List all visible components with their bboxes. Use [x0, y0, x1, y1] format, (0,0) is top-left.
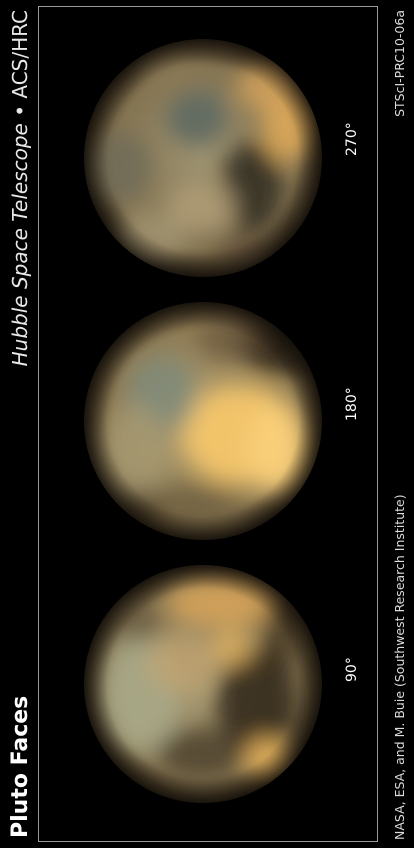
angle-label-180: 180°: [344, 387, 360, 421]
image-credit: NASA, ESA, and M. Buie (Southwest Resear…: [391, 494, 407, 840]
instrument-name: ACS/HRC: [8, 10, 32, 99]
pluto-face-270: [84, 39, 322, 277]
image-frame: [38, 6, 378, 842]
subtitle-separator: •: [8, 105, 32, 117]
page-subtitle: Hubble Space Telescope • ACS/HRC: [8, 10, 32, 367]
page-title: Pluto Faces: [8, 695, 33, 838]
telescope-name: Hubble Space Telescope: [8, 123, 32, 367]
release-id: STScI-PRC10-06a: [391, 10, 407, 117]
angle-label-90: 90°: [344, 657, 360, 682]
pluto-face-90: [84, 565, 322, 803]
angle-label-270: 270°: [344, 122, 360, 156]
pluto-face-180: [84, 302, 322, 540]
